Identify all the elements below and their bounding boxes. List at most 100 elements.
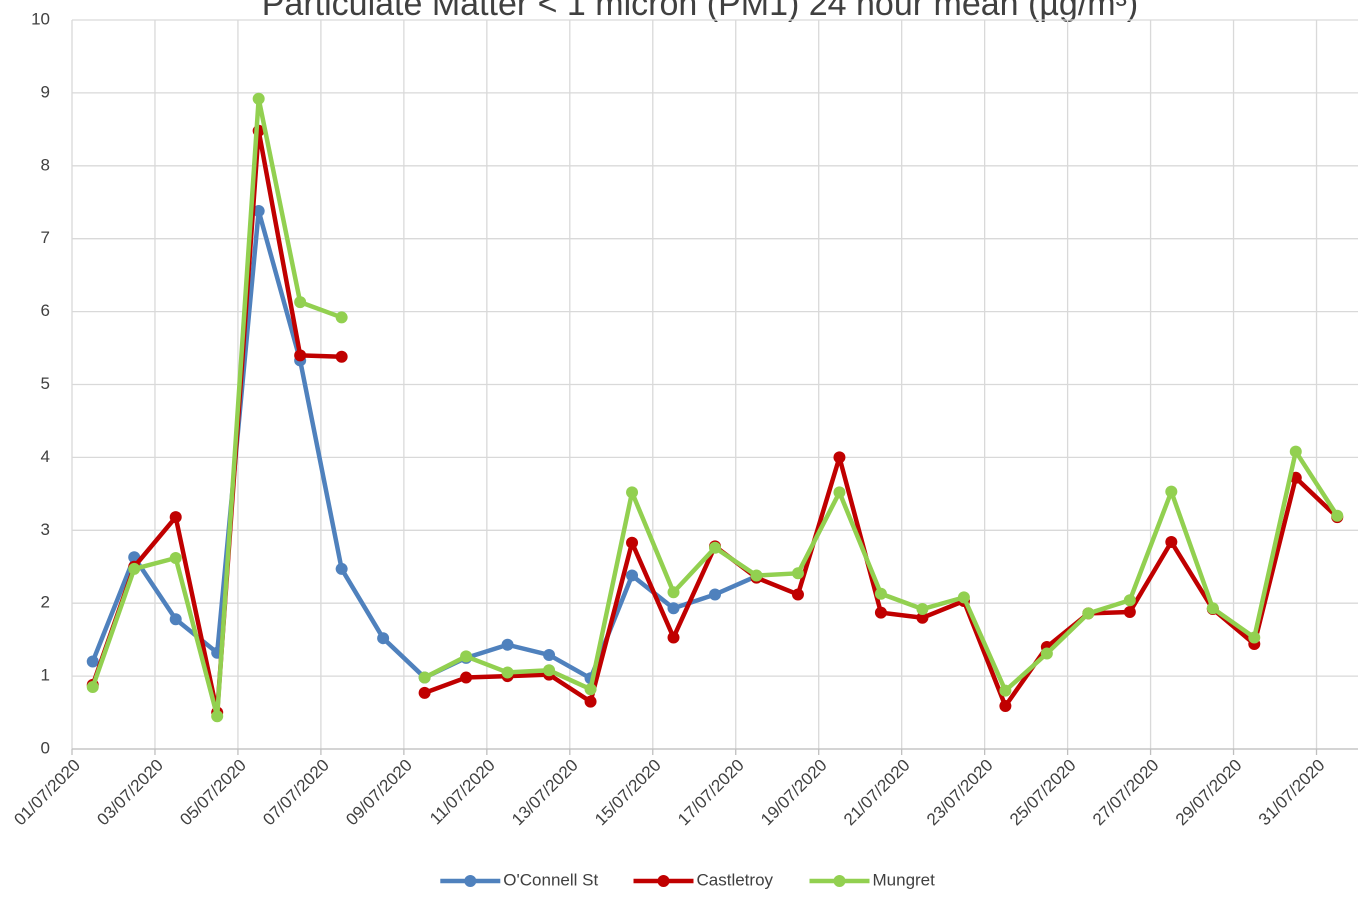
point [460,650,473,663]
x-tick-label: 21/07/2020 [840,756,914,830]
x-tick-label: 09/07/2020 [342,756,416,830]
point [169,552,182,565]
point [1123,605,1136,618]
point [916,603,929,616]
point [999,684,1012,697]
point [86,655,99,668]
y-tick-label: 9 [41,82,50,101]
point [501,638,514,651]
series-line [422,449,1340,693]
point [791,588,804,601]
point [460,671,473,684]
point [626,536,639,549]
point [750,569,763,582]
point [833,451,846,464]
y-tick-label: 5 [41,374,50,393]
y-tick-label: 8 [41,155,50,174]
x-tick-label: 11/07/2020 [426,756,499,829]
x-tick-label: 13/07/2020 [508,756,582,830]
point [1165,485,1178,498]
point [1206,602,1219,615]
point [667,602,680,615]
series-line [90,128,344,715]
y-tick-label: 7 [41,228,50,247]
y-tick-label: 10 [31,9,50,28]
y-tick-label: 3 [41,520,50,539]
point [584,695,597,708]
point [709,588,721,601]
point [1289,445,1302,458]
point [1123,594,1136,607]
point [335,311,348,324]
point [252,92,265,105]
point [169,511,182,524]
x-tick-label: 15/07/2020 [591,756,665,830]
x-tick-label: 27/07/2020 [1089,756,1163,830]
y-tick-label: 6 [41,301,50,320]
point [1248,631,1261,644]
legend-item: Mungret [809,870,936,889]
point [418,686,431,699]
legend-label: O'Connell St [503,870,598,889]
point [667,631,680,644]
x-tick-label: 19/07/2020 [757,756,831,830]
point [999,699,1012,712]
point [1082,607,1095,620]
point [874,606,887,619]
point [543,664,556,677]
point [169,613,182,626]
x-tick-label: 25/07/2020 [1006,756,1080,830]
point [501,666,514,679]
legend-marker [833,875,846,887]
legend-item: O'Connell St [440,870,598,889]
point [418,671,431,684]
x-tick-label: 07/07/2020 [259,756,333,830]
point [543,648,556,661]
point [335,562,348,575]
point [294,296,307,309]
point [667,586,680,599]
legend-item: Castletroy [633,870,774,889]
y-tick-label: 4 [41,447,50,466]
series-line [90,208,759,681]
legend-marker [657,875,670,887]
chart-title: Particulate Matter < 1 micron (PM1) 24 h… [262,0,1139,23]
y-tick-label: 1 [41,666,50,685]
point [709,541,721,554]
x-tick-label: 29/07/2020 [1172,756,1246,830]
point [128,562,141,575]
point [1331,509,1344,522]
point [916,611,929,624]
legend-label: Castletroy [697,870,774,889]
y-tick-label: 2 [41,593,50,612]
point [1165,535,1178,548]
point [86,681,99,694]
x-tick-label: 23/07/2020 [923,756,997,830]
point [252,204,265,217]
point [294,349,307,362]
y-tick-label: 0 [41,738,50,757]
point [211,710,224,723]
series [86,124,1344,719]
point [335,350,348,363]
point [874,587,887,600]
x-tick-label: 05/07/2020 [176,756,250,830]
x-tick-label: 31/07/2020 [1255,756,1329,830]
point [377,632,390,645]
x-tick-label: 03/07/2020 [93,756,167,830]
series [86,92,1344,723]
x-tick-label: 17/07/2020 [674,756,748,830]
series-line [90,96,344,719]
x-tick-label: 01/07/2020 [10,756,84,830]
point [626,569,639,582]
legend-marker [464,875,477,887]
point [791,567,804,580]
point [957,591,970,604]
series-line [422,455,1340,709]
legend-label: Mungret [873,870,936,889]
point [626,486,639,499]
point [1040,647,1053,660]
point [833,486,846,499]
